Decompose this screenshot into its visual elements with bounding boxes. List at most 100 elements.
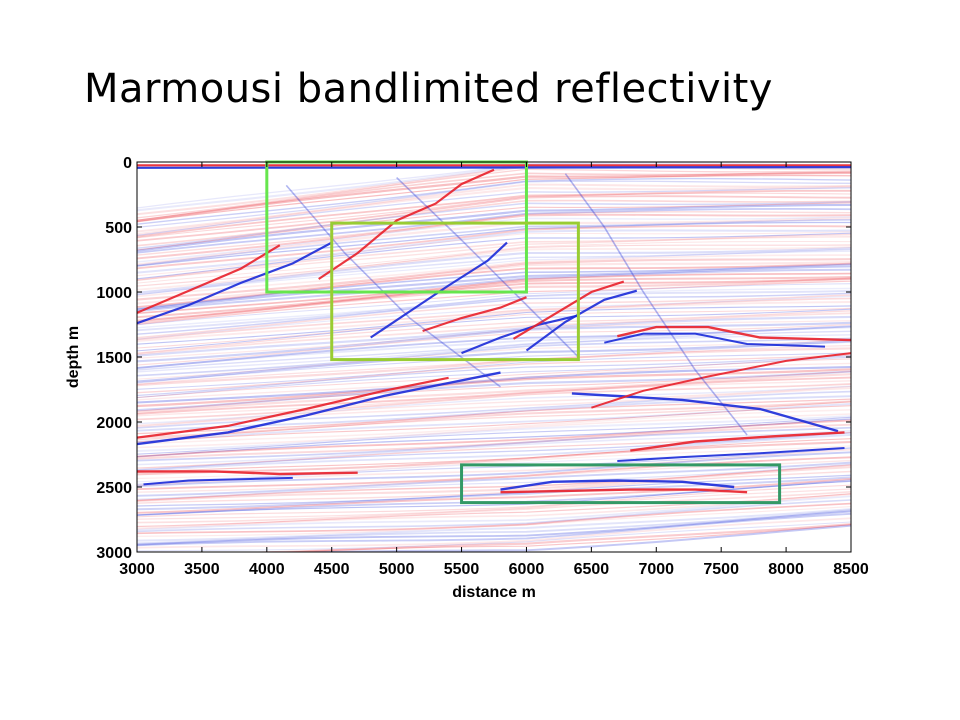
background-horizon: [137, 211, 851, 256]
background-horizon: [137, 413, 851, 449]
background-horizon: [137, 263, 851, 310]
strong-reflector: [617, 447, 845, 462]
background-horizon: [137, 451, 851, 488]
background-horizon: [137, 187, 851, 237]
x-tick-label: 8500: [833, 561, 869, 578]
background-horizon: [137, 283, 851, 326]
fault-trace: [564, 173, 748, 436]
background-horizon: [137, 301, 851, 342]
strong-reflector: [143, 476, 293, 486]
y-tick-label: 2000: [96, 415, 132, 432]
background-horizon: [137, 495, 851, 531]
highlight-box: [330, 221, 580, 362]
background-horizon: [137, 418, 851, 458]
background-horizon: [137, 216, 851, 263]
strong-reflector: [591, 352, 851, 409]
background-horizon: [137, 189, 851, 238]
background-horizon: [137, 438, 851, 474]
strong-reflector: [137, 376, 449, 439]
strong-reflector: [571, 392, 839, 433]
x-tick-label: 4000: [249, 561, 285, 578]
x-axis: 3000 3500 4000 4500 5000 5500 6000 6500 7000 7500…: [119, 162, 869, 578]
background-horizon: [137, 470, 851, 504]
background-horizon: [137, 162, 851, 212]
background-horizon: [137, 265, 851, 311]
x-tick-label: 6500: [574, 561, 610, 578]
x-axis-label: distance m: [452, 584, 536, 601]
background-horizon: [137, 447, 851, 485]
background-horizon: [137, 277, 851, 322]
y-tick-label: 2500: [96, 480, 132, 497]
background-horizon: [137, 236, 851, 282]
strong-reflector: [137, 166, 851, 169]
strong-reflector: [370, 241, 508, 339]
background-horizon: [137, 246, 851, 291]
fault-trace: [396, 177, 579, 358]
background-horizon: [137, 310, 851, 354]
y-tick-label: 1500: [96, 350, 132, 367]
background-horizon: [137, 488, 851, 520]
background-horizon: [137, 174, 851, 223]
background-horizon: [137, 415, 851, 452]
x-tick-label: 6000: [509, 561, 545, 578]
background-horizon: [137, 521, 851, 552]
background-horizon: [137, 426, 851, 462]
background-horizon: [137, 290, 851, 332]
strong-reflector: [525, 289, 638, 352]
background-horizon: [137, 183, 851, 233]
x-tick-label: 4500: [314, 561, 350, 578]
background-horizon: [137, 213, 851, 260]
background-horizon: [137, 385, 851, 425]
background-horizon: [137, 315, 851, 357]
background-horizon: [137, 517, 851, 549]
background-horizon: [137, 229, 851, 274]
x-tick-label: 8000: [768, 561, 804, 578]
background-horizon: [137, 272, 851, 315]
strong-reflector: [617, 325, 851, 342]
background-horizon: [137, 373, 851, 414]
background-horizon: [137, 221, 851, 267]
background-horizon: [137, 180, 851, 228]
background-horizon: [137, 370, 851, 412]
background-horizon: [137, 433, 851, 473]
y-tick-label: 3000: [96, 545, 132, 562]
x-tick-label: 7000: [638, 561, 674, 578]
y-axis-label: depth m: [65, 326, 82, 388]
background-horizon: [137, 258, 851, 301]
background-horizon: [137, 294, 851, 339]
background-horizon: [137, 355, 851, 397]
background-horizon: [137, 512, 851, 547]
background-horizon: [236, 523, 851, 552]
background-horizon: [137, 474, 851, 507]
strong-reflector: [137, 241, 333, 325]
background-horizon: [137, 202, 851, 251]
background-horizon: [137, 323, 851, 366]
background-horizon: [137, 292, 851, 335]
background-horizon: [137, 464, 851, 502]
background-horizon: [137, 440, 851, 476]
background-horizon: [137, 277, 851, 324]
background-horizon: [137, 195, 851, 242]
background-horizon: [137, 385, 851, 427]
background-horizon: [137, 250, 851, 296]
background-horizon: [137, 254, 851, 298]
y-tick-label: 1000: [96, 285, 132, 302]
background-horizon: [137, 248, 851, 296]
fault-trace: [285, 184, 501, 388]
background-horizon: [137, 261, 851, 305]
background-horizon: [137, 416, 851, 455]
background-horizon: [137, 402, 851, 443]
background-horizon: [137, 445, 851, 480]
background-horizon: [137, 199, 851, 247]
background-horizon: [137, 307, 851, 349]
background-horizon: [137, 171, 851, 222]
background-horizon: [137, 405, 851, 443]
strong-reflector: [604, 332, 826, 348]
background-horizon: [137, 502, 851, 535]
background-horizon: [137, 297, 851, 341]
background-horizon: [137, 510, 851, 546]
background-horizon: [137, 362, 851, 401]
slide-title: Marmousi bandlimited reflectivity: [84, 66, 773, 112]
x-tick-label: 5000: [379, 561, 415, 578]
